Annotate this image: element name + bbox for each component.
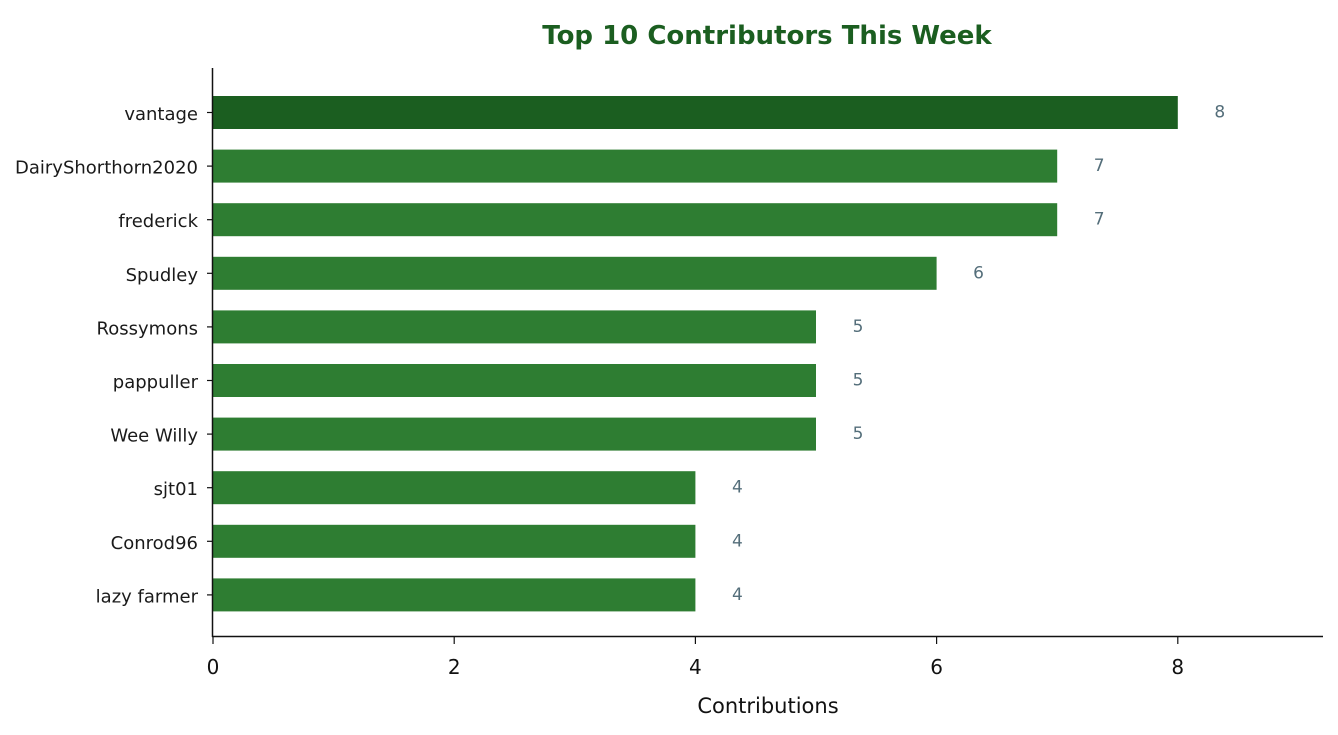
category-label: sjt01 xyxy=(154,479,198,500)
x-tick-label: 8 xyxy=(1171,655,1184,679)
bar-value-label: 4 xyxy=(732,585,743,605)
bar xyxy=(213,471,696,505)
bar xyxy=(213,364,816,397)
x-tick-label: 6 xyxy=(930,655,943,679)
bar xyxy=(213,149,1058,183)
bar xyxy=(213,310,816,344)
bar xyxy=(213,578,696,612)
bar xyxy=(213,203,1058,237)
bar xyxy=(213,417,816,451)
x-ticks-layer: 0 2 4 6 8 xyxy=(207,637,1184,679)
category-label: frederick xyxy=(118,211,198,232)
category-label: lazy farmer xyxy=(96,586,199,607)
value-labels-layer: 8 7 7 6 5 5 5 4 4 4 xyxy=(732,103,1225,605)
x-tick-label: 2 xyxy=(448,655,461,679)
category-label: DairyShorthorn2020 xyxy=(15,158,198,179)
bar xyxy=(213,96,1178,129)
x-axis-label: Contributions xyxy=(697,694,838,718)
bar-value-label: 7 xyxy=(1094,156,1105,176)
category-labels-layer: vantage DairyShorthorn2020 frederick Spudle… xyxy=(15,104,213,607)
category-label: vantage xyxy=(124,104,198,125)
x-tick-label: 0 xyxy=(207,655,220,679)
x-tick-label: 4 xyxy=(689,655,702,679)
bar-value-label: 7 xyxy=(1094,210,1105,230)
bar xyxy=(213,524,696,558)
bar-value-label: 4 xyxy=(732,531,743,551)
bars-layer xyxy=(213,96,1178,612)
bar-value-label: 6 xyxy=(973,263,984,283)
category-label: Rossymons xyxy=(97,318,198,339)
category-label: Spudley xyxy=(126,265,199,286)
bar-value-label: 4 xyxy=(732,478,743,498)
bar xyxy=(213,256,937,290)
bar-value-label: 8 xyxy=(1214,103,1225,123)
bar-value-label: 5 xyxy=(853,371,864,391)
bar-value-label: 5 xyxy=(853,424,864,444)
category-label: Conrod96 xyxy=(111,533,198,554)
bar-value-label: 5 xyxy=(853,317,864,337)
chart-title: Top 10 Contributors This Week xyxy=(542,21,992,51)
category-label: Wee Willy xyxy=(110,426,198,447)
category-label: pappuller xyxy=(113,372,199,393)
